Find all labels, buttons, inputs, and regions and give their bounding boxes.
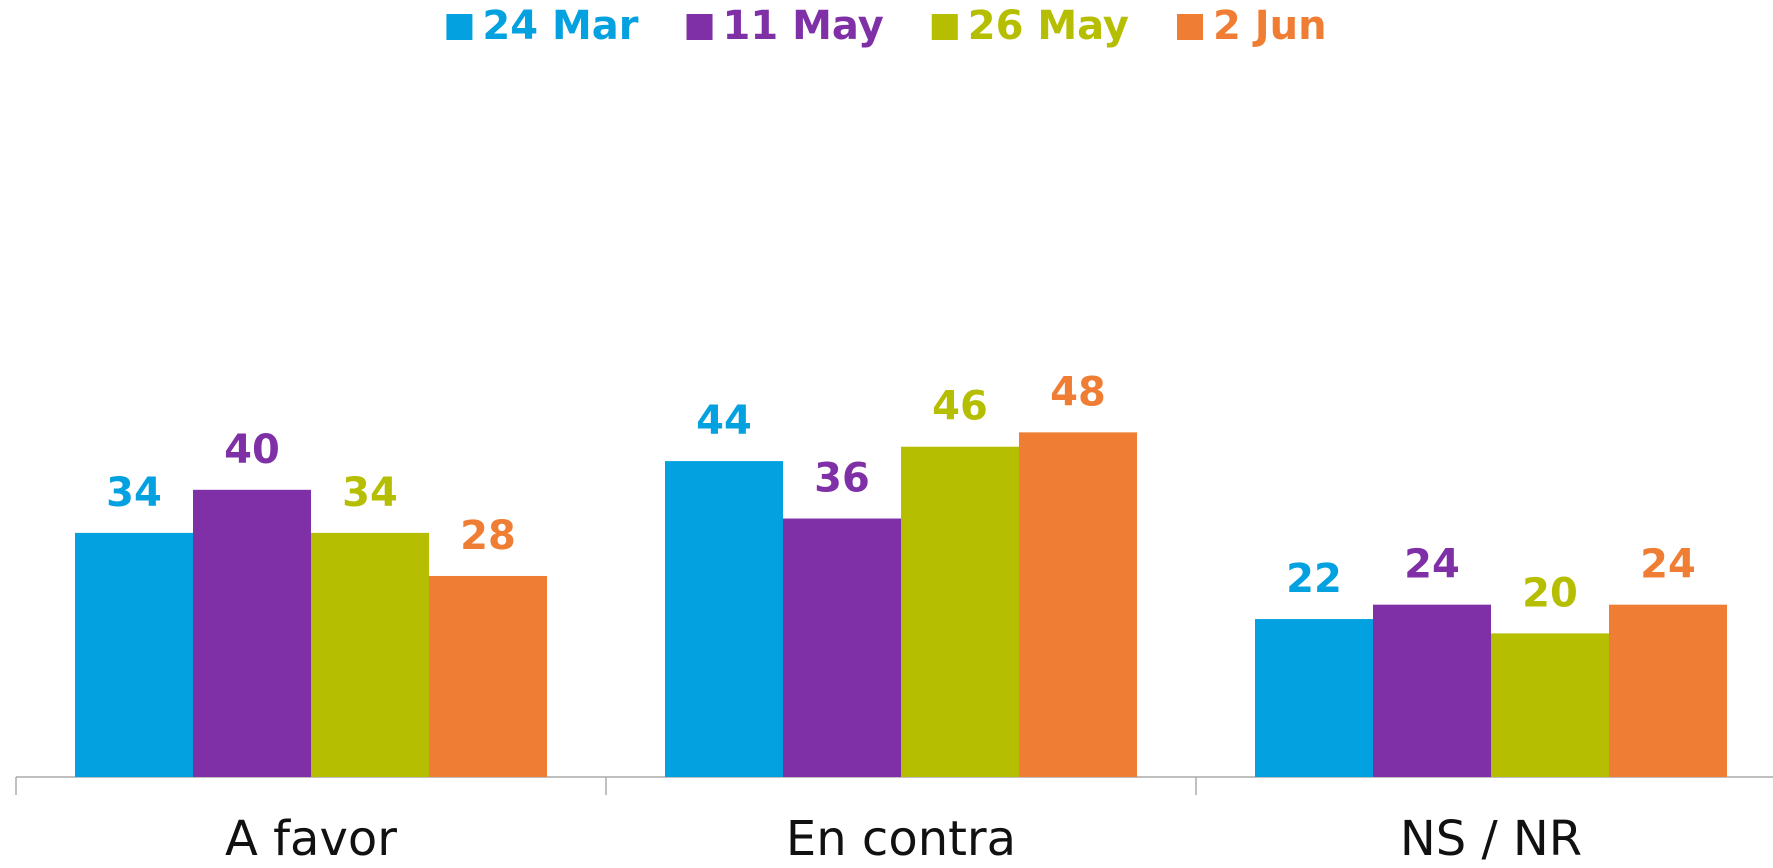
- value-label: 36: [814, 456, 870, 502]
- x-tick-label: NS / NR: [1400, 811, 1582, 867]
- legend-swatch: [686, 14, 713, 40]
- value-label: 22: [1286, 556, 1342, 602]
- legend-label: 11 May: [723, 3, 884, 49]
- value-label: 34: [342, 470, 398, 516]
- value-label: 20: [1522, 570, 1578, 616]
- bar: [311, 532, 429, 777]
- x-tick-label: En contra: [786, 811, 1016, 867]
- value-label: 40: [224, 427, 280, 473]
- legend-label: 24 Mar: [482, 3, 638, 49]
- bar: [429, 575, 547, 777]
- legend-label: 26 May: [968, 3, 1129, 49]
- legend-swatch: [1177, 14, 1203, 40]
- bar: [1491, 633, 1609, 777]
- legend-swatch: [446, 14, 473, 40]
- value-label: 24: [1404, 542, 1460, 588]
- value-label: 24: [1640, 542, 1696, 588]
- bar: [1019, 432, 1137, 777]
- bar: [665, 461, 783, 777]
- bar: [901, 446, 1019, 777]
- legend-label: 2 Jun: [1213, 3, 1327, 49]
- bar: [1255, 619, 1373, 777]
- value-label: 48: [1050, 369, 1106, 415]
- x-tick-label: A favor: [225, 811, 397, 867]
- bar: [75, 532, 193, 777]
- value-label: 34: [106, 470, 162, 516]
- value-label: 28: [460, 513, 516, 559]
- legend-swatch: [931, 14, 958, 40]
- bar: [193, 489, 311, 777]
- bar: [783, 518, 901, 777]
- value-label: 44: [696, 398, 752, 444]
- bar: [1373, 604, 1491, 777]
- bar: [1609, 604, 1727, 777]
- value-label: 46: [932, 384, 988, 430]
